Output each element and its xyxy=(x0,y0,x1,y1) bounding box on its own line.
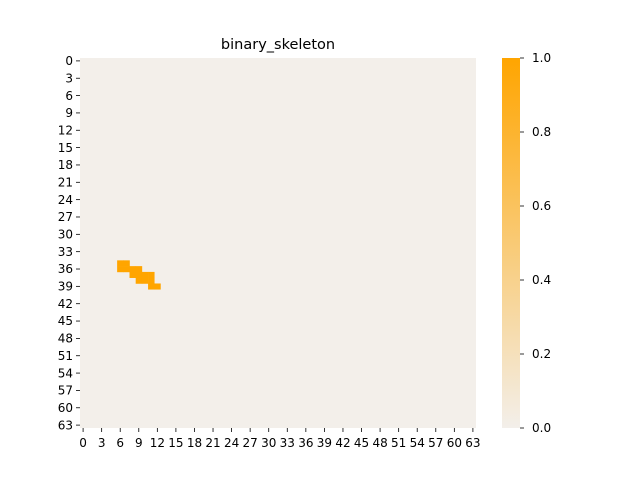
x-tick-label: 9 xyxy=(135,436,143,450)
colorbar-ticks: 0.0 0.2 0.4 0.6 0.8 1.0 xyxy=(520,51,551,435)
heatmap-cell xyxy=(141,277,149,284)
y-tick-label: 48 xyxy=(58,332,73,346)
x-tick-label: 0 xyxy=(79,436,87,450)
y-tick-label: 30 xyxy=(58,228,73,242)
heatmap-plot-area xyxy=(80,58,476,428)
heatmap-cells xyxy=(117,260,161,290)
x-tick-label: 63 xyxy=(465,436,480,450)
y-tick-label: 39 xyxy=(58,280,73,294)
x-tick-label: 3 xyxy=(98,436,106,450)
colorbar-tick-label: 0.4 xyxy=(532,273,551,287)
x-tick-label: 51 xyxy=(391,436,406,450)
heatmap-cell xyxy=(117,260,124,267)
x-tick-label: 48 xyxy=(372,436,387,450)
colorbar-tick-label: 0.6 xyxy=(532,199,551,213)
y-tick-label: 24 xyxy=(58,193,73,207)
y-tick-label: 9 xyxy=(65,106,73,120)
x-tick-label: 45 xyxy=(354,436,369,450)
y-tick-label: 63 xyxy=(58,418,73,432)
y-tick-label: 51 xyxy=(58,349,73,363)
x-tick-label: 24 xyxy=(224,436,239,450)
heatmap-cell xyxy=(154,283,161,290)
heatmap-cell xyxy=(148,271,155,278)
x-tick-label: 21 xyxy=(205,436,220,450)
heatmap-cell xyxy=(135,277,143,284)
x-tick-label: 18 xyxy=(187,436,202,450)
y-tick-label: 42 xyxy=(58,297,73,311)
x-tick-label: 33 xyxy=(280,436,295,450)
heatmap-cell xyxy=(129,266,136,273)
x-tick-label: 60 xyxy=(447,436,462,450)
x-tick-label: 15 xyxy=(168,436,183,450)
y-tick-label: 18 xyxy=(58,158,73,172)
y-tick-label: 12 xyxy=(58,123,73,137)
heatmap-cell xyxy=(117,266,124,273)
colorbar-tick-label: 0.2 xyxy=(532,347,551,361)
heatmap-cell xyxy=(123,266,130,273)
heatmap-cell xyxy=(148,277,155,284)
heatmap-cell xyxy=(123,260,130,267)
heatmap-background xyxy=(80,58,476,428)
heatmap-cell xyxy=(129,271,136,278)
chart-title: binary_skeleton xyxy=(221,37,335,53)
x-tick-label: 30 xyxy=(261,436,276,450)
heatmap-cell xyxy=(135,266,143,273)
y-tick-label: 6 xyxy=(65,89,73,103)
x-tick-label: 54 xyxy=(410,436,425,450)
heatmap-cell xyxy=(148,283,155,290)
y-tick-label: 54 xyxy=(58,366,73,380)
y-tick-label: 21 xyxy=(58,175,73,189)
y-tick-label: 33 xyxy=(58,245,73,259)
y-tick-label: 45 xyxy=(58,314,73,328)
heatmap-cell xyxy=(135,271,143,278)
x-tick-label: 42 xyxy=(335,436,350,450)
y-tick-label: 0 xyxy=(65,54,73,68)
x-tick-label: 36 xyxy=(298,436,313,450)
x-tick-label: 6 xyxy=(116,436,124,450)
y-tick-label: 3 xyxy=(65,71,73,85)
y-tick-label: 60 xyxy=(58,401,73,415)
y-tick-label: 27 xyxy=(58,210,73,224)
colorbar-gradient xyxy=(502,58,520,428)
x-tick-label: 57 xyxy=(428,436,443,450)
y-tick-label: 57 xyxy=(58,384,73,398)
y-tick-label: 36 xyxy=(58,262,73,276)
x-tick-label: 39 xyxy=(317,436,332,450)
x-axis-ticks: 0 3 6 9 12 15 18 21 24 27 30 33 36 39 42 45 48 51 54 57 60 63 xyxy=(79,428,481,450)
y-tick-label: 15 xyxy=(58,141,73,155)
x-tick-label: 12 xyxy=(150,436,165,450)
colorbar-tick-label: 0.8 xyxy=(532,125,551,139)
heatmap-cell xyxy=(141,271,149,278)
colorbar: 0.0 0.2 0.4 0.6 0.8 1.0 xyxy=(502,51,551,435)
colorbar-tick-label: 0.0 xyxy=(532,421,551,435)
colorbar-tick-label: 1.0 xyxy=(532,51,551,65)
x-tick-label: 27 xyxy=(243,436,258,450)
